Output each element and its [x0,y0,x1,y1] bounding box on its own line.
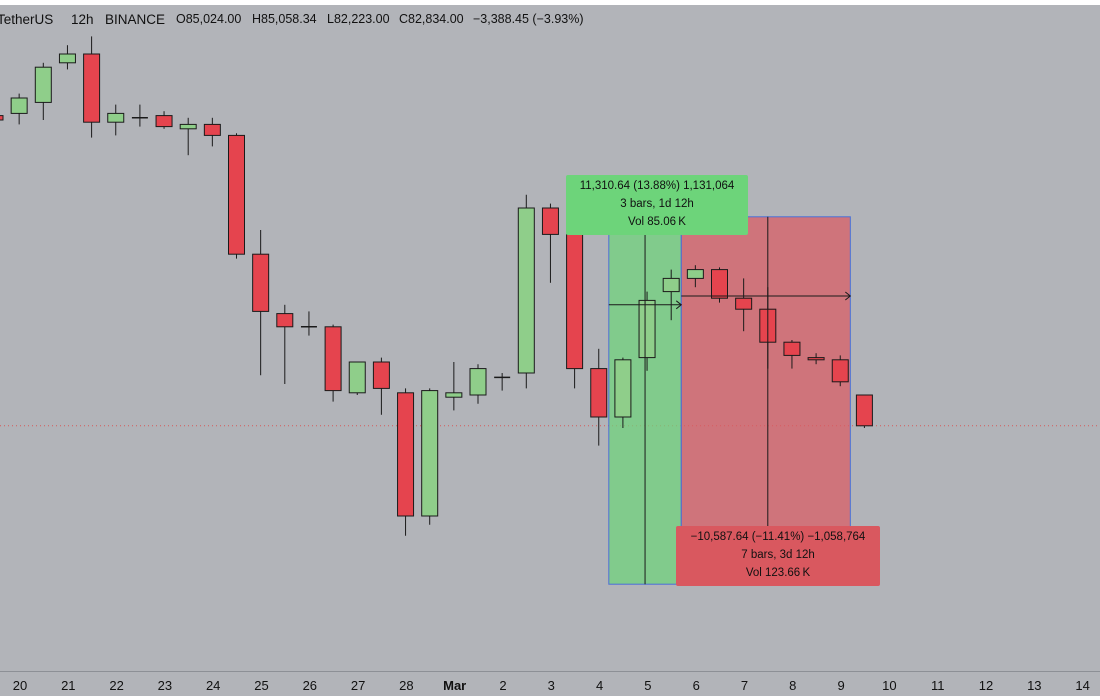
candle-down [0,115,4,121]
time-tick-label: 10 [882,678,897,693]
measure-up-bars: 3 bars, 1d 12h [620,198,694,210]
candle-down [855,394,873,427]
candle-down [541,207,559,235]
window-top-edge [0,0,1100,5]
time-tick-label: 25 [254,678,269,693]
candle-down [324,326,342,392]
window-bottom-edge [0,696,1100,700]
candle-down [203,123,221,136]
candle-down [566,233,584,370]
measure-up-change: 11,310.64 (13.88%) 1,131,064 [579,180,735,192]
candle-up [58,53,76,64]
candle-up [686,269,704,279]
measure-down-change: −10,587.64 (−11.41%) −1,058,764 [690,531,866,543]
candle-up [614,359,632,418]
candle-up [179,123,197,130]
candle-down [397,392,415,517]
candle-down [83,53,101,123]
time-tick-label: 4 [595,678,604,693]
time-tick-label: 9 [837,678,845,693]
close-price: C82,834.00 [399,12,464,26]
time-tick-label: 21 [61,678,76,693]
time-tick-label: 11 [930,678,945,693]
candle-up [34,66,52,103]
candle-up [348,361,366,394]
candle-up [638,299,656,359]
chart-header-legend: TetherUS 12h BINANCE O85,024.00 H85,058.… [0,0,1100,40]
open-price: O85,024.00 [176,12,242,26]
candle-down [590,368,608,418]
candle-up [107,112,125,123]
time-tick-label: Mar [443,678,467,693]
low-price: L82,223.00 [327,12,390,26]
candle-down [252,253,270,312]
candle-down [831,359,849,383]
exchange-label: BINANCE [105,12,166,27]
time-tick-label: 24 [205,678,221,693]
time-tick-label: 5 [644,678,652,693]
interval-label[interactable]: 12h [71,12,94,27]
measure-down-bars: 7 bars, 3d 12h [741,549,815,561]
measure-down-arrowhead-right [845,291,852,301]
candle-down [807,357,825,361]
candle-down [783,341,801,356]
time-tick-label: 27 [350,678,366,693]
time-tick-label: 2 [499,678,507,693]
candle-up [662,277,680,293]
measure-up-label: 11,310.64 (13.88%) 1,131,064 3 bars, 1d … [566,175,748,235]
candle-down [372,361,390,389]
time-tick-label: 8 [789,678,797,693]
candle-up [469,368,487,396]
high-price: H85,058.34 [252,12,317,26]
time-tick-label: 28 [399,678,414,693]
measure-down-area [680,216,851,574]
time-tick-label: 22 [109,678,124,693]
candle-down [155,115,173,128]
measure-up-volume: Vol 85.06 K [628,216,686,228]
candle-up [421,390,439,517]
candle-down [735,297,753,310]
time-tick-label: 6 [692,678,700,693]
candle-up [10,97,28,114]
time-tick-label: 14 [1075,678,1090,693]
time-tick-label: 7 [740,678,749,693]
candle-up [445,392,463,398]
candle-down [228,134,245,255]
symbol-name[interactable]: TetherUS [0,12,54,27]
candle-up [517,207,535,374]
time-tick-label: 3 [547,678,555,693]
measure-down-label: −10,587.64 (−11.41%) −1,058,764 7 bars, … [676,526,880,586]
time-tick-label: 26 [302,678,318,693]
time-tick-label: 12 [978,678,994,693]
time-axis-line [0,671,1100,672]
time-tick-label: 20 [12,678,28,693]
measure-down-volume: Vol 123.66 K [745,567,811,579]
time-tick-label: 13 [1027,678,1042,693]
candle-down [276,313,294,328]
measure-up-arrowhead-right [675,300,683,310]
time-tick-label: 23 [157,678,173,693]
candle-down [711,269,728,299]
price-change: −3,388.45 (−3.93%) [473,12,584,26]
